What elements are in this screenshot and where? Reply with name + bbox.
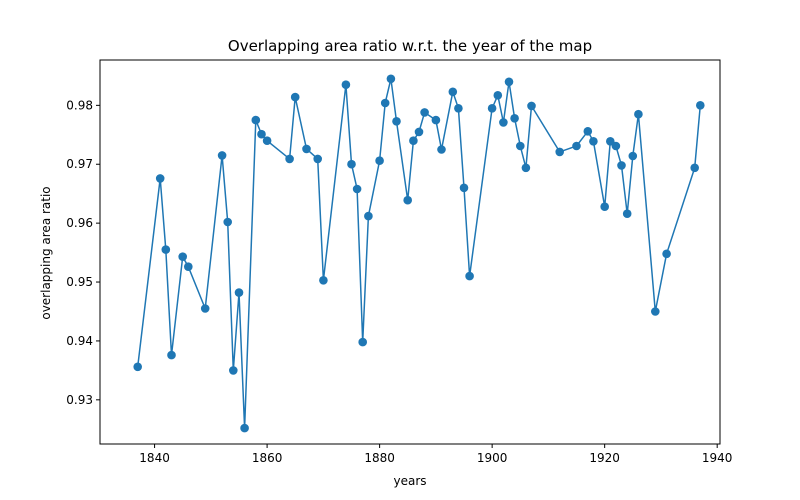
data-point: [386, 74, 396, 84]
chart-title: Overlapping area ratio w.r.t. the year o…: [228, 37, 592, 55]
data-point: [600, 202, 609, 211]
data-point: [521, 163, 531, 173]
data-point: [358, 337, 368, 347]
data-point: [611, 141, 621, 151]
data-point: [696, 101, 705, 110]
data-point: [257, 129, 266, 139]
data-point: [133, 362, 142, 372]
data-point: [431, 115, 441, 125]
x-tick-label: 1840: [139, 451, 170, 465]
y-tick-label: 0.98: [66, 98, 93, 112]
x-tick-label: 1860: [252, 451, 283, 465]
data-point: [380, 98, 390, 108]
data-point: [319, 276, 328, 285]
x-axis-title: years: [393, 474, 426, 488]
data-point: [448, 87, 458, 97]
data-point: [499, 118, 508, 127]
y-tick-label: 0.97: [66, 157, 93, 171]
y-tick-label: 0.93: [66, 393, 93, 407]
data-point: [628, 151, 638, 161]
x-tick-label: 1940: [702, 451, 733, 465]
data-point: [200, 304, 210, 313]
x-tick-label: 1880: [364, 451, 395, 465]
data-point: [262, 136, 272, 145]
data-point: [622, 209, 632, 218]
data-point: [493, 91, 503, 100]
data-point: [223, 217, 232, 227]
data-point: [161, 245, 171, 254]
data-point: [392, 117, 401, 126]
data-point: [290, 92, 300, 102]
data-point: [634, 109, 643, 119]
y-tick-label: 0.94: [66, 334, 93, 348]
data-point: [459, 183, 469, 193]
y-tick-label: 0.96: [66, 216, 93, 230]
data-point: [437, 145, 446, 154]
data-point: [285, 154, 294, 164]
data-point: [651, 307, 660, 316]
data-point: [167, 350, 176, 360]
data-point: [302, 144, 311, 154]
data-point: [527, 101, 536, 111]
data-point: [690, 163, 699, 173]
data-point: [409, 136, 418, 145]
data-point: [217, 151, 227, 160]
data-point: [516, 141, 525, 151]
data-point: [313, 154, 323, 164]
data-point: [234, 288, 244, 297]
x-tick-label: 1900: [477, 451, 508, 465]
data-point: [555, 147, 564, 157]
data-point: [583, 127, 593, 136]
data-point: [403, 195, 413, 205]
data-point: [420, 108, 429, 117]
data-point: [347, 159, 356, 169]
data-point: [414, 127, 424, 137]
data-point: [251, 115, 261, 125]
data-point: [465, 271, 474, 281]
data-point: [341, 80, 351, 89]
data-point: [510, 114, 519, 123]
data-point: [662, 249, 671, 259]
y-tick-label: 0.95: [66, 275, 93, 289]
data-point: [184, 262, 193, 272]
y-axis-title: overlapping area ratio: [39, 186, 53, 319]
series-line: [136, 78, 702, 429]
data-point: [504, 77, 514, 87]
data-point: [572, 141, 581, 151]
data-point: [352, 184, 362, 194]
plot-area-frame: [99, 59, 721, 445]
data-point: [155, 174, 165, 183]
data-point: [589, 137, 598, 146]
y-axis: 0.93 0.94 0.95 0.96 0.97 0.98: [66, 98, 100, 407]
data-point: [487, 104, 497, 113]
data-point: [454, 104, 463, 113]
data-point: [617, 161, 626, 170]
x-axis: 1840 1860 1880 1900 1920 1940: [139, 444, 732, 465]
x-tick-label: 1920: [589, 451, 620, 465]
data-point: [240, 423, 249, 433]
data-points: [133, 74, 705, 433]
data-point: [375, 156, 384, 165]
data-point: [229, 366, 238, 375]
data-point: [364, 211, 373, 221]
data-point: [178, 252, 187, 261]
